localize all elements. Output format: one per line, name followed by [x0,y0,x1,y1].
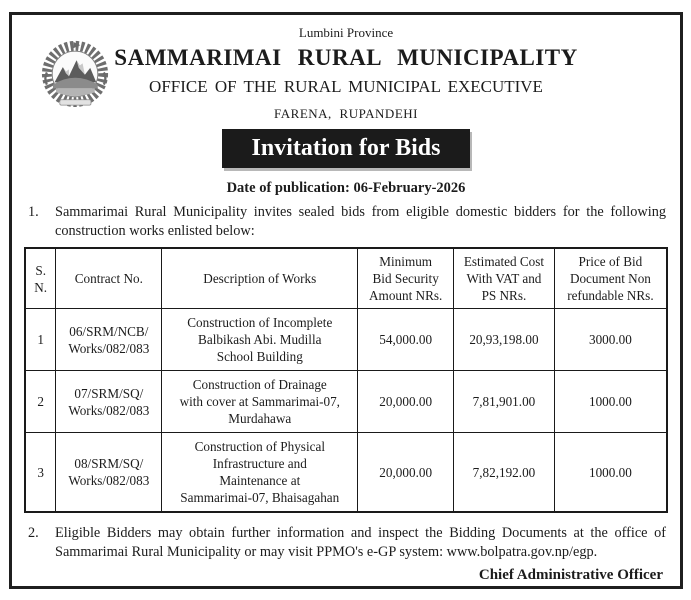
cell-bid-security: 20,000.00 [357,370,455,433]
list-item-1: 1. Sammarimai Rural Municipality invites… [24,203,668,240]
list-item-2-number: 2. [28,525,39,541]
table-header-row: S. N. Contract No. Description of Works … [24,247,668,309]
cell-estimated-cost: 7,82,192.00 [453,432,555,513]
table-row: 3 08/SRM/SQ/ Works/082/083 Construction … [24,432,668,513]
cell-contract-no: 06/SRM/NCB/ Works/082/083 [55,308,163,371]
cell-contract-no: 08/SRM/SQ/ Works/082/083 [55,432,163,513]
cell-doc-price: 1000.00 [553,370,668,433]
cell-doc-price: 1000.00 [553,432,668,513]
cell-description: Construction of Physical Infrastructure … [161,432,359,513]
cell-doc-price: 3000.00 [553,308,668,371]
column-header-sn: S. N. [24,247,57,309]
municipality-name: SAMMARIMAI RURAL MUNICIPALITY [114,45,578,70]
list-item-2: 2. Eligible Bidders may obtain further i… [24,524,668,561]
cell-contract-no: 07/SRM/SQ/ Works/082/083 [55,370,163,433]
list-item-1-text: Sammarimai Rural Municipality invites se… [55,204,666,239]
cell-sn: 1 [24,308,57,371]
list-item-1-number: 1. [28,204,39,220]
cell-description: Construction of Incomplete Balbikash Abi… [161,308,359,371]
column-header-bid-security: Minimum Bid Security Amount NRs. [357,247,455,309]
office-location: FARENA, RUPANDEHI [274,106,418,121]
bids-table: S. N. Contract No. Description of Works … [24,247,668,513]
notice-frame: Lumbini Province SAMMARIMAI RURAL MUNICI… [9,12,683,589]
cell-sn: 2 [24,370,57,433]
cell-description: Construction of Drainage with cover at S… [161,370,359,433]
column-header-doc-price: Price of Bid Document Non refundable NRs… [553,247,668,309]
cell-bid-security: 20,000.00 [357,432,455,513]
province-name: Lumbini Province [298,25,394,40]
list-item-2-text: Eligible Bidders may obtain further info… [55,525,666,560]
cell-estimated-cost: 7,81,901.00 [453,370,555,433]
cell-bid-security: 54,000.00 [357,308,455,371]
column-header-estimated-cost: Estimated Cost With VAT and PS NRs. [453,247,555,309]
table-row: 2 07/SRM/SQ/ Works/082/083 Construction … [24,370,668,433]
cell-estimated-cost: 20,93,198.00 [453,308,555,371]
invitation-banner: Invitation for Bids [221,129,471,168]
column-header-contract-no: Contract No. [55,247,163,309]
table-row: 1 06/SRM/NCB/ Works/082/083 Construction… [24,308,668,371]
column-header-description: Description of Works [161,247,359,309]
publication-date: Date of publication: 06-February-2026 [226,180,466,196]
signatory-title: Chief Administrative Officer [478,567,663,583]
nepal-emblem-icon [37,37,113,117]
cell-sn: 3 [24,432,57,513]
office-name: OFFICE OF THE RURAL MUNICIPAL EXECUTIVE [149,77,543,96]
banner-container: Invitation for Bids [24,129,668,168]
